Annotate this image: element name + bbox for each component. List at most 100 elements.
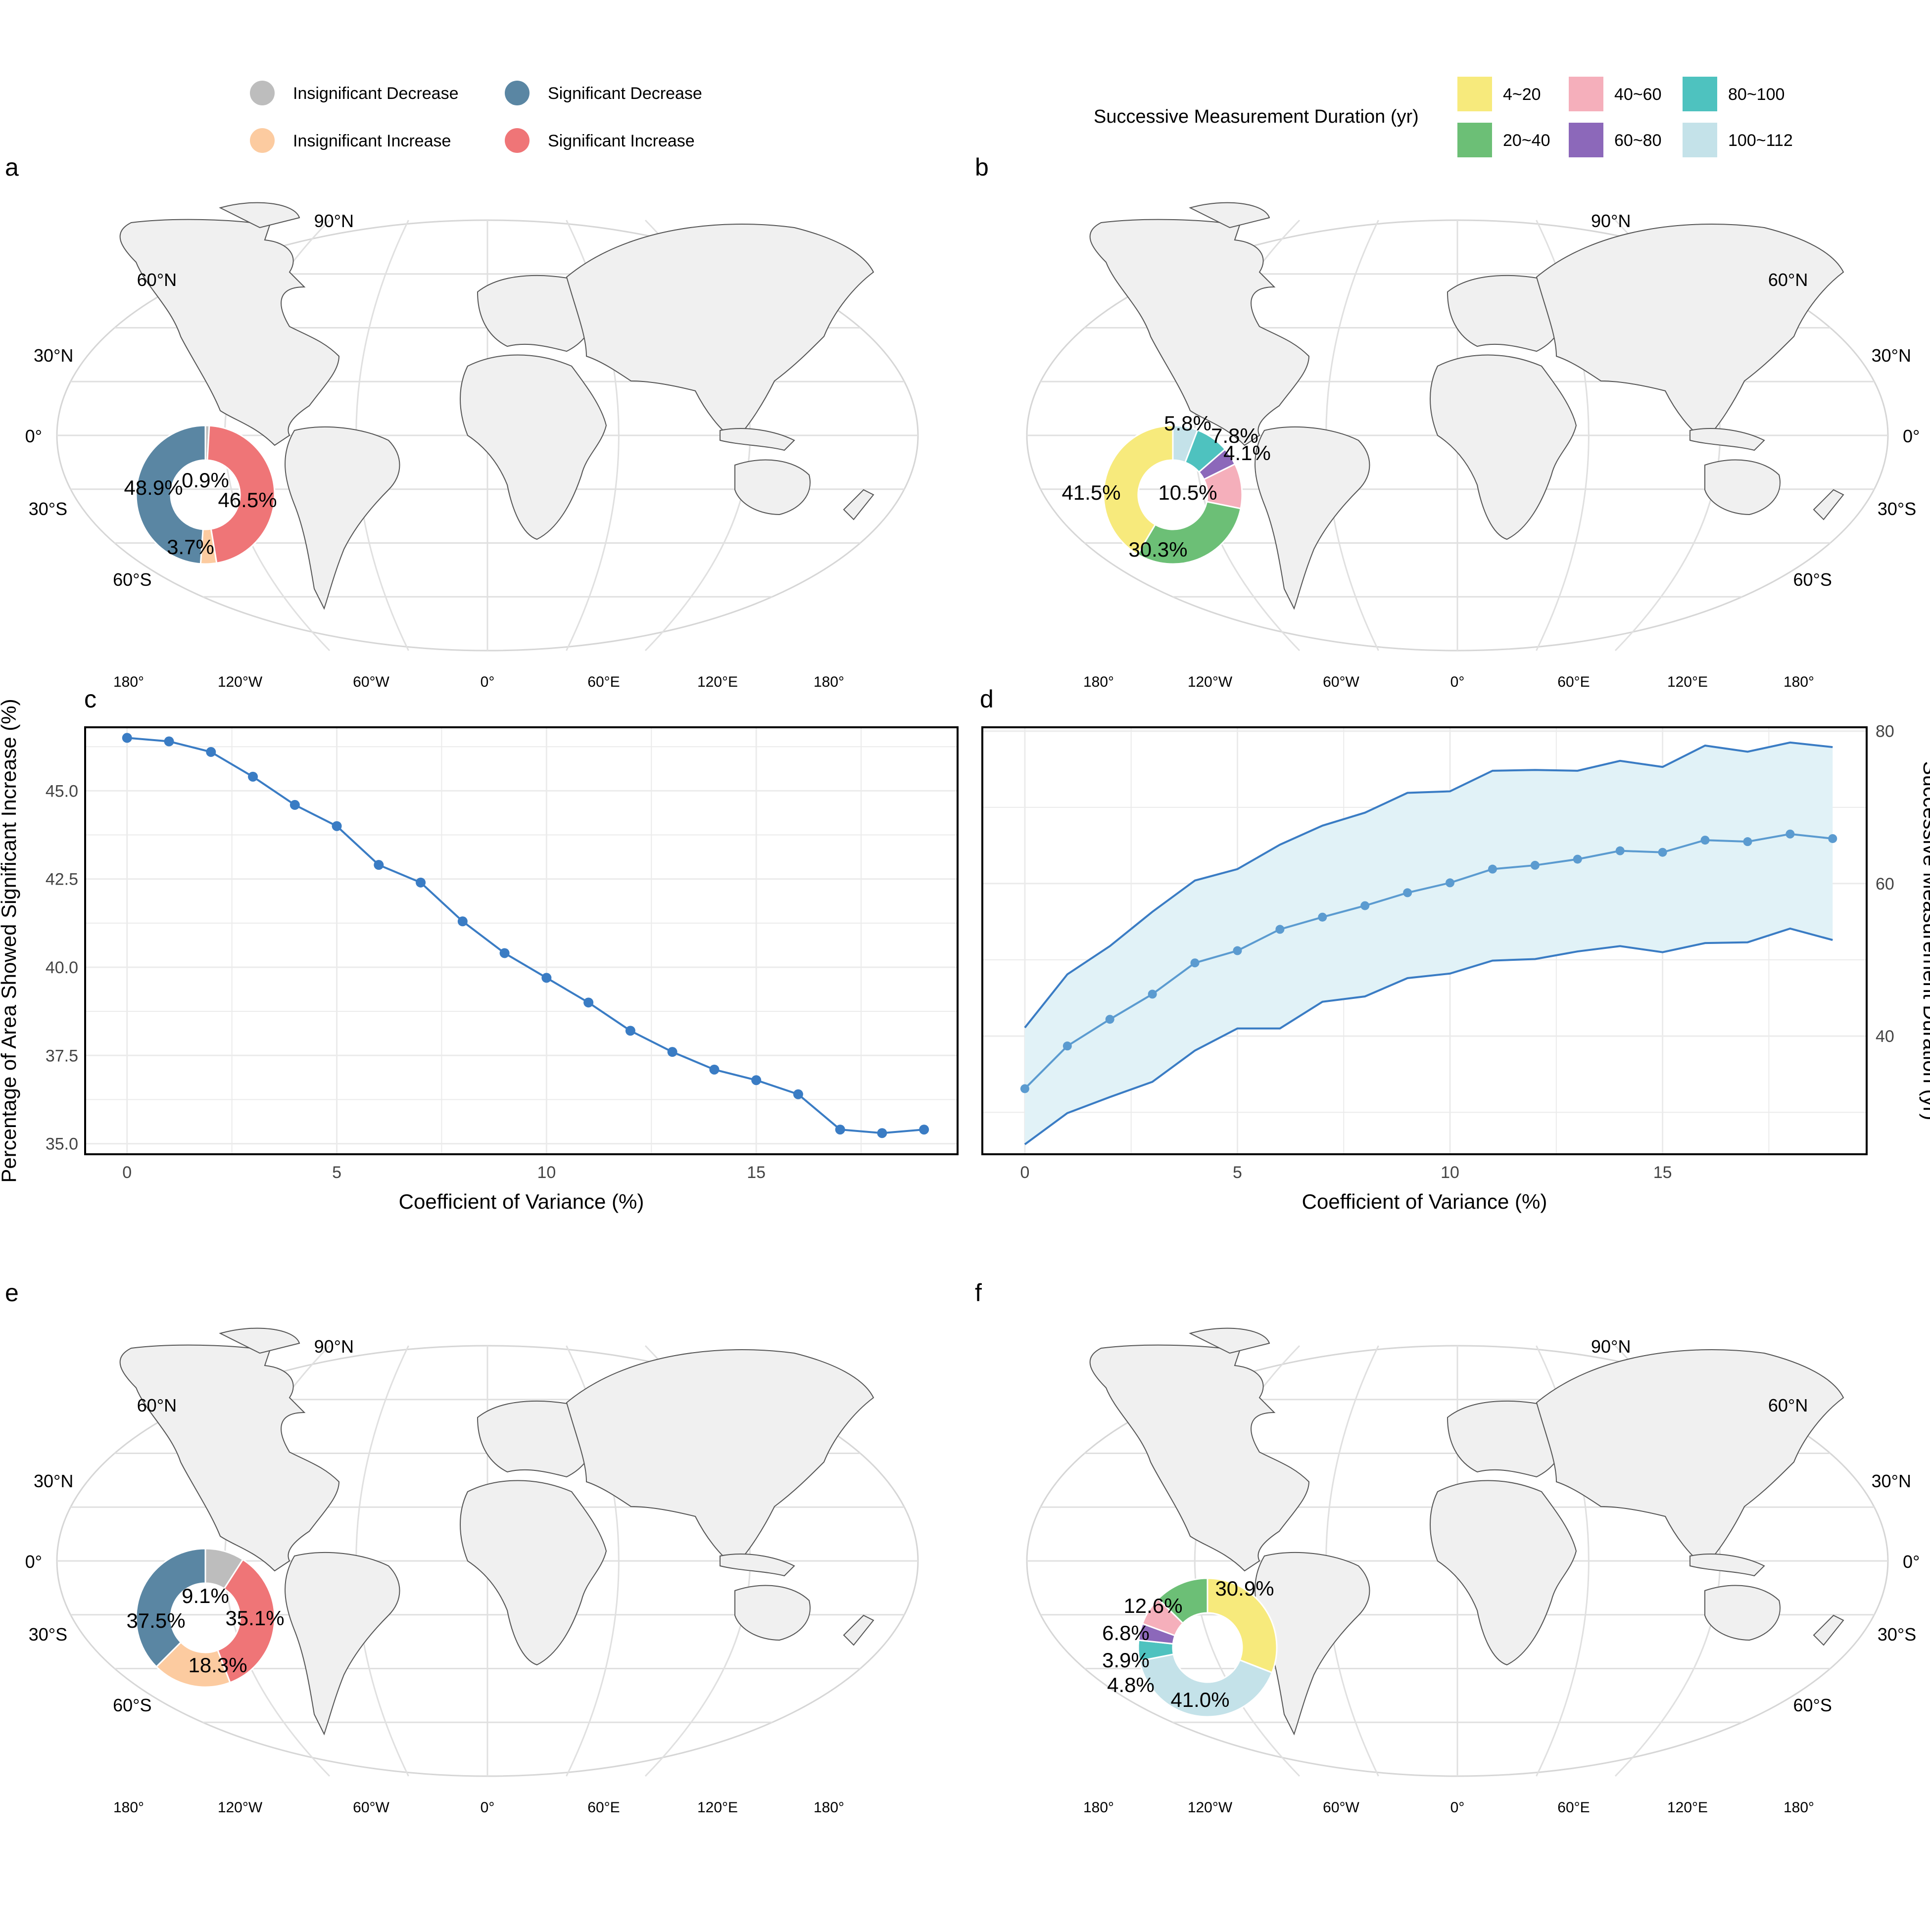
- map-cell: [512, 1657, 520, 1666]
- map-cell: [873, 1728, 881, 1732]
- map-cell: [209, 1608, 215, 1615]
- map-cell: [477, 1369, 482, 1375]
- map-cell: [373, 1738, 377, 1745]
- map-cell: [341, 1383, 350, 1389]
- map-cell: [1377, 1471, 1385, 1478]
- donut-label: 37.5%: [126, 1609, 185, 1632]
- donut-label: 48.9%: [124, 476, 183, 499]
- map-cell: [632, 1711, 638, 1720]
- map-cell: [417, 1376, 425, 1381]
- map-cell: [298, 1729, 302, 1738]
- map-cell: [1402, 1489, 1410, 1497]
- map-cell: [1308, 291, 1353, 320]
- map-cell: [818, 1674, 824, 1681]
- map-cell: [1390, 1596, 1397, 1600]
- map-cell: [462, 1596, 471, 1604]
- map-cell: [782, 1641, 786, 1646]
- map-cell: [1602, 417, 1657, 436]
- map-cell: [304, 1374, 312, 1380]
- map-cell: [1798, 1345, 1806, 1353]
- map-cell: [1858, 1674, 1868, 1679]
- map-cell: [1638, 1677, 1644, 1684]
- map-cell: [1750, 1520, 1756, 1529]
- map-cell: [365, 1682, 371, 1689]
- map-cell: [192, 1533, 201, 1539]
- map-cell: [851, 1645, 858, 1653]
- map-cell: [184, 1489, 189, 1494]
- map-cell: [762, 1533, 770, 1541]
- map-cell: [1755, 1691, 1762, 1697]
- map-cell: [1800, 1576, 1808, 1584]
- map-cell: [1543, 1730, 1548, 1736]
- map-cell: [1652, 1532, 1660, 1540]
- map-cell: [732, 563, 757, 593]
- map-cell: [1386, 1488, 1393, 1494]
- map-cell: [1150, 1742, 1156, 1749]
- map-cell: [1690, 1702, 1696, 1710]
- map-cell: [1092, 1644, 1097, 1649]
- map-cell: [397, 1604, 403, 1613]
- map-cell: [425, 1430, 431, 1438]
- map-cell: [530, 1384, 535, 1390]
- lat-label: 60°S: [1793, 569, 1832, 590]
- map-cell: [1419, 461, 1468, 490]
- map-cell: [1694, 1723, 1699, 1728]
- map-cell: [677, 1588, 686, 1595]
- map-cell: [474, 1756, 480, 1763]
- lat-label: 60°S: [113, 1695, 151, 1715]
- map-cell: [750, 1716, 758, 1722]
- map-cell: [102, 1419, 111, 1428]
- map-cell: [740, 1708, 749, 1717]
- map-cell: [1838, 1403, 1843, 1409]
- map-cell: [1424, 1489, 1429, 1496]
- map-cell: [851, 1654, 857, 1659]
- map-cell: [1552, 1756, 1559, 1763]
- map-cell: [363, 1378, 372, 1385]
- map-cell: [604, 1736, 613, 1741]
- map-cell: [1844, 284, 1862, 310]
- map-cell: [831, 1536, 836, 1544]
- map-cell: [369, 1535, 374, 1543]
- map-cell: [404, 1574, 413, 1581]
- map-cell: [866, 1665, 872, 1674]
- map-cell: [91, 588, 115, 617]
- map-cell: [811, 1521, 819, 1530]
- map-cell: [90, 1612, 98, 1620]
- map-cell: [1738, 1539, 1746, 1545]
- map-cell: [1315, 376, 1357, 399]
- map-cell: [98, 1565, 108, 1574]
- map-cell: [222, 590, 254, 613]
- map-cell: [1063, 1496, 1070, 1502]
- map-cell: [633, 1532, 639, 1537]
- map-cell: [422, 1381, 428, 1390]
- map-cell: [671, 1617, 676, 1623]
- map-cell: [1393, 1725, 1398, 1733]
- map-cell: [1350, 1386, 1356, 1394]
- map-cell: [336, 1385, 345, 1392]
- map-cell: [1279, 265, 1333, 289]
- map-cell: [315, 1456, 322, 1462]
- map-cell: [84, 1706, 91, 1714]
- map-cell: [383, 293, 431, 320]
- map-cell: [469, 1652, 477, 1660]
- map-cell: [1477, 1672, 1483, 1679]
- map-cell: [500, 567, 527, 590]
- map-cell: [1333, 1485, 1338, 1495]
- map-cell: [466, 1700, 473, 1707]
- map-cell: [1858, 1428, 1865, 1434]
- map-cell: [448, 1564, 456, 1568]
- map-cell: [776, 1732, 783, 1742]
- map-cell: [438, 1712, 443, 1717]
- map-cell: [572, 1737, 578, 1744]
- map-cell: [851, 333, 905, 352]
- map-cell: [823, 1666, 831, 1675]
- map-cell: [1317, 1387, 1326, 1393]
- map-cell: [222, 1734, 227, 1741]
- map-cell: [644, 1528, 649, 1535]
- map-cell: [397, 362, 440, 387]
- map-cell: [1383, 1540, 1391, 1545]
- map-cell: [1818, 397, 1852, 431]
- lon-label: 0°: [481, 1799, 495, 1816]
- map-cell: [1802, 1621, 1810, 1627]
- map-cell: [151, 1508, 155, 1515]
